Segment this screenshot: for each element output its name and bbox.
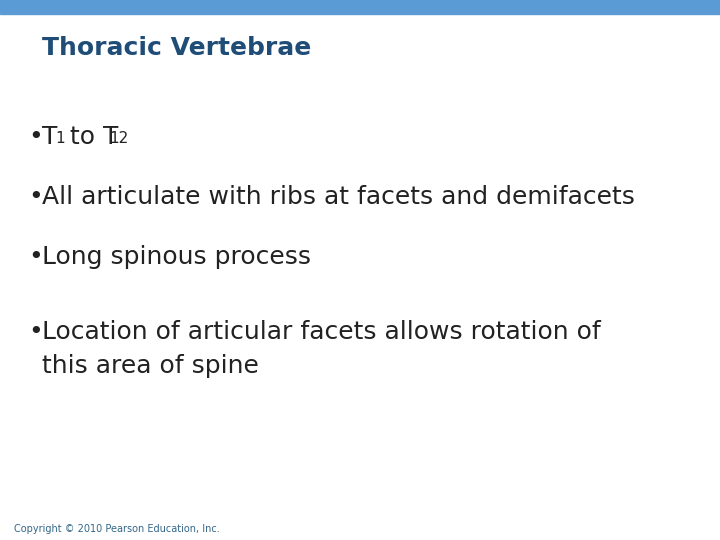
Text: 12: 12	[109, 131, 128, 146]
Text: Location of articular facets allows rotation of
this area of spine: Location of articular facets allows rota…	[42, 320, 600, 377]
Text: •: •	[28, 320, 42, 344]
Text: •: •	[28, 125, 42, 149]
Text: to T: to T	[62, 125, 118, 149]
Text: •: •	[28, 185, 42, 209]
Text: 1: 1	[55, 131, 65, 146]
Text: •: •	[28, 245, 42, 269]
FancyBboxPatch shape	[0, 0, 720, 14]
Text: Thoracic Vertebrae: Thoracic Vertebrae	[42, 36, 311, 60]
Text: T: T	[42, 125, 58, 149]
Text: Long spinous process: Long spinous process	[42, 245, 311, 269]
Text: All articulate with ribs at facets and demifacets: All articulate with ribs at facets and d…	[42, 185, 635, 209]
Text: Copyright © 2010 Pearson Education, Inc.: Copyright © 2010 Pearson Education, Inc.	[14, 524, 220, 534]
